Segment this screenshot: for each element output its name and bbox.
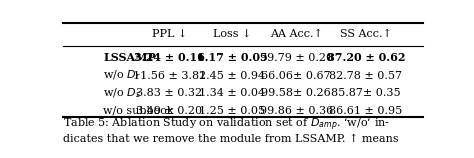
Text: LSSAMP: LSSAMP <box>103 52 156 63</box>
Text: 3.83 ± 0.32: 3.83 ± 0.32 <box>137 88 202 98</box>
Text: SS Acc.↑: SS Acc.↑ <box>340 29 392 39</box>
Text: AA Acc.↑: AA Acc.↑ <box>270 29 323 39</box>
Text: 99.86 ± 0.36: 99.86 ± 0.36 <box>260 106 333 116</box>
Text: 66.06± 0.67: 66.06± 0.67 <box>261 70 331 81</box>
Text: 87.20 ± 0.62: 87.20 ± 0.62 <box>327 52 405 63</box>
Text: PPL ↓: PPL ↓ <box>152 29 187 39</box>
Text: w/o $D_r$: w/o $D_r$ <box>103 69 141 82</box>
Text: w/o subbook: w/o subbook <box>103 106 174 116</box>
Text: 99.79 ± 0.20: 99.79 ± 0.20 <box>260 53 333 63</box>
Text: 85.87± 0.35: 85.87± 0.35 <box>331 88 401 98</box>
Text: 1.25 ± 0.05: 1.25 ± 0.05 <box>199 106 265 116</box>
Text: dicates that we remove the module from LSSAMP. ↑ means: dicates that we remove the module from L… <box>63 134 399 144</box>
Text: Loss ↓: Loss ↓ <box>213 29 251 39</box>
Text: 3.24 ± 0.16: 3.24 ± 0.16 <box>134 52 205 63</box>
Text: w/o $D_s$: w/o $D_s$ <box>103 86 141 100</box>
Text: 99.58± 0.26: 99.58± 0.26 <box>261 88 331 98</box>
Text: 2.45 ± 0.94: 2.45 ± 0.94 <box>199 70 265 81</box>
Text: 1.17 ± 0.05: 1.17 ± 0.05 <box>197 52 267 63</box>
Text: 3.49 ± 0.20: 3.49 ± 0.20 <box>137 106 202 116</box>
Text: Table 5: Ablation Study on validation set of $D_{amp}$. ‘w/o’ in-: Table 5: Ablation Study on validation se… <box>63 117 390 133</box>
Text: 86.61 ± 0.95: 86.61 ± 0.95 <box>329 106 402 116</box>
Text: 11.56 ± 3.81: 11.56 ± 3.81 <box>133 70 206 81</box>
Text: 1.34 ± 0.04: 1.34 ± 0.04 <box>199 88 265 98</box>
Text: 82.78 ± 0.57: 82.78 ± 0.57 <box>329 70 402 81</box>
